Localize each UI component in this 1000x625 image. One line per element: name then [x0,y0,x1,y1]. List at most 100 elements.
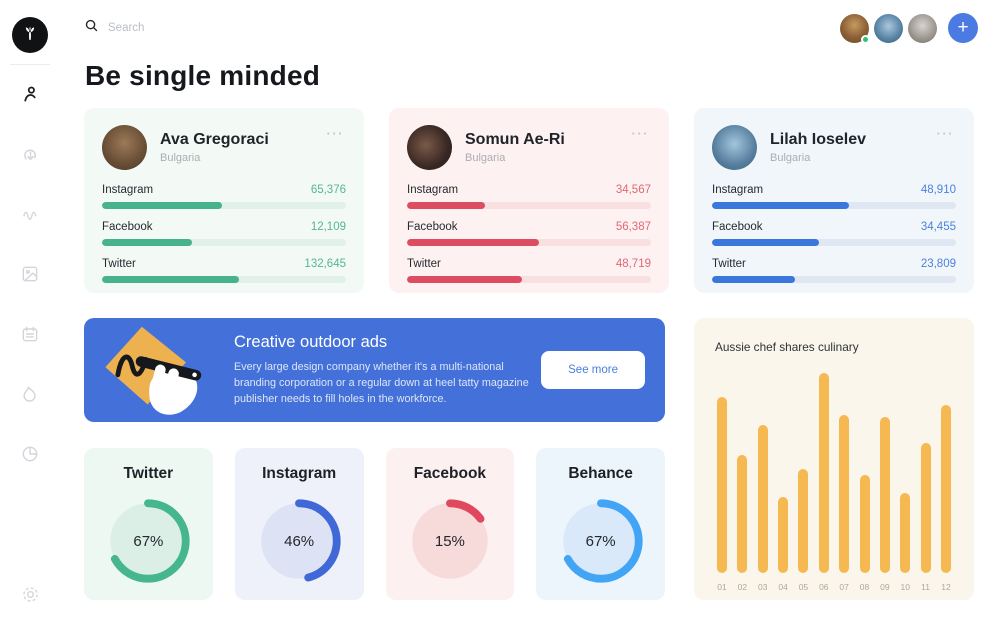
promo-banner: Creative outdoor ads Every large design … [84,318,665,422]
progress-track [102,202,346,209]
page-title: Be single minded [85,60,321,91]
bar [879,417,890,573]
avatar-user-3[interactable] [908,13,937,43]
sidebar-item-trending[interactable] [16,380,44,408]
bar [778,497,789,573]
search-input[interactable] [108,22,258,34]
stat-value: 48,910 [920,184,956,196]
stat-value: 132,645 [304,258,346,270]
bar-tick-label: 04 [778,582,788,592]
profile-name: Somun Ae-Ri [465,131,565,148]
donut-gauge: 15% [404,495,496,587]
sidebar-item-media[interactable] [16,260,44,288]
sidebar-item-settings[interactable] [16,580,44,608]
progress-track [407,239,651,246]
progress-track [407,276,651,283]
bar-chart: 01 02 03 04 05 06 07 08 09 10 11 12 [716,373,952,592]
bar [757,425,768,573]
banner-body: Every large design company whether it's … [234,360,529,406]
sidebar-item-activity[interactable] [16,200,44,228]
bar-tick-label: 01 [717,582,727,592]
more-options-icon[interactable] [630,125,652,142]
stat-value: 48,719 [615,258,651,270]
add-button[interactable] [948,13,978,43]
stat-label: Facebook [712,221,763,233]
bar-tick-label: 12 [941,582,951,592]
bar [920,443,931,573]
banner-title: Creative outdoor ads [234,332,388,351]
progress-fill [102,239,193,246]
bar-tick-label: 08 [859,582,870,592]
bar [859,475,870,573]
stat-value: 34,567 [615,184,651,196]
see-more-button[interactable]: See more [541,351,645,389]
bar-tick-label: 02 [737,582,748,592]
stat-label: Twitter [102,258,136,270]
sprout-icon [21,24,39,47]
stat-value: 65,376 [310,184,346,196]
avatar-user-2[interactable] [874,13,903,43]
flame-icon [20,384,40,404]
bar-tick-label: 06 [819,582,829,592]
stat-label: Instagram [407,184,459,196]
donut-gauge: 46% [253,495,345,587]
more-options-icon[interactable] [325,125,347,142]
profile-name: Ava Gregoraci [160,131,269,148]
calendar-icon [20,324,40,344]
progress-fill [407,276,522,283]
profile-card: Ava Gregoraci Bulgaria Instagram 65,376 F… [84,108,364,293]
user-icon [20,84,41,105]
gauge-title: Facebook [413,465,487,482]
progress-track [407,202,651,209]
sidebar-nav [0,80,60,468]
avatar-user-1[interactable] [840,13,870,44]
sidebar-item-profile[interactable] [16,80,44,108]
sidebar-item-calendar[interactable] [16,320,44,348]
gauge-title: Behance [568,465,633,482]
progress-fill [712,239,820,246]
progress-fill [712,202,849,209]
bar [798,469,809,573]
gauge-value: 46% [284,532,315,550]
progress-track [712,239,956,246]
gauge-title: Instagram [262,465,337,482]
chart-title: Aussie chef shares culinary [715,340,859,354]
profile-location: Bulgaria [770,152,811,164]
progress-fill [102,276,239,283]
progress-track [102,276,346,283]
more-options-icon[interactable] [935,125,957,142]
gauge-card-twitter: Twitter 67% [84,448,213,600]
progress-track [712,202,956,209]
sidebar [0,0,60,625]
gauge-card-facebook: Facebook 15% [385,448,515,600]
download-cloud-icon [20,144,41,165]
sidebar-item-analytics[interactable] [16,440,44,468]
progress-track [102,239,346,246]
stat-label: Twitter [407,258,441,270]
profile-avatar [712,125,757,170]
progress-fill [407,202,486,209]
donut-gauge: 67% [555,495,647,587]
bar [900,493,911,573]
profile-cards: Ava Gregoraci Bulgaria Instagram 65,376 F… [84,108,974,293]
progress-fill [102,202,222,209]
search-icon [84,18,99,38]
gauge-card-behance: Behance 67% [536,448,665,600]
stat-value: 23,809 [920,258,956,270]
drawing-hand-illustration [105,326,202,415]
activity-icon [20,204,41,225]
bar-tick-label: 05 [798,582,809,592]
bar-tick-label: 09 [880,582,890,592]
donut-gauge: 67% [102,495,194,587]
gauge-cards: Twitter 67% Instagram 46% Facebook [84,448,665,600]
gauge-value: 67% [585,532,616,550]
profile-card: Lilah Ioselev Bulgaria Instagram 48,910 F… [694,108,974,293]
bar-tick-label: 03 [757,582,768,592]
stat-label: Facebook [407,221,458,233]
profile-avatar [102,125,147,170]
app-logo[interactable] [12,17,48,53]
topbar [84,0,978,56]
sidebar-item-downloads[interactable] [16,140,44,168]
gauge-value: 67% [133,532,164,550]
